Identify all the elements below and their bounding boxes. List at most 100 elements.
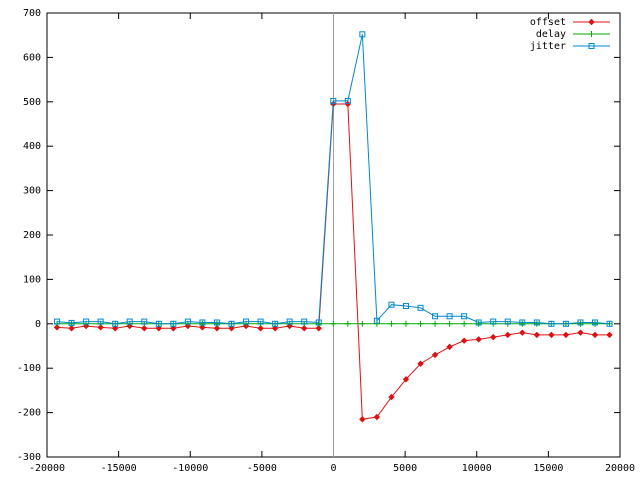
marker bbox=[83, 318, 90, 325]
y-tick-label: 700 bbox=[23, 8, 41, 19]
marker bbox=[112, 320, 119, 327]
marker bbox=[388, 393, 395, 401]
marker bbox=[54, 318, 61, 325]
marker bbox=[344, 320, 351, 327]
marker bbox=[490, 333, 497, 341]
marker bbox=[315, 319, 322, 326]
marker bbox=[126, 318, 133, 325]
marker bbox=[97, 324, 104, 331]
series-line bbox=[56, 34, 610, 325]
marker bbox=[243, 318, 250, 325]
y-tick-label: 100 bbox=[23, 274, 41, 285]
x-tick-label: -20000 bbox=[29, 463, 65, 474]
marker bbox=[519, 329, 526, 336]
marker bbox=[213, 319, 220, 326]
marker bbox=[490, 318, 497, 325]
marker bbox=[344, 100, 352, 108]
marker bbox=[588, 31, 595, 37]
marker bbox=[199, 324, 206, 331]
x-tick-label: -5000 bbox=[247, 463, 277, 474]
marker bbox=[533, 331, 541, 339]
marker bbox=[577, 319, 584, 326]
legend-label: offset bbox=[530, 17, 566, 28]
marker bbox=[475, 336, 482, 343]
marker bbox=[359, 31, 366, 38]
marker bbox=[184, 318, 191, 325]
marker bbox=[606, 320, 613, 327]
marker bbox=[431, 351, 439, 359]
y-tick-label: -300 bbox=[17, 452, 41, 463]
marker bbox=[213, 325, 221, 332]
marker bbox=[300, 325, 308, 332]
x-tick-label: 15000 bbox=[533, 463, 563, 474]
marker bbox=[592, 319, 599, 326]
marker bbox=[257, 318, 264, 325]
marker bbox=[548, 331, 555, 339]
marker bbox=[588, 18, 595, 26]
x-tick-label: 20000 bbox=[605, 463, 635, 474]
marker bbox=[373, 413, 381, 421]
x-tick-label: 0 bbox=[330, 463, 336, 474]
legend-label: delay bbox=[536, 29, 566, 40]
marker bbox=[446, 313, 453, 320]
marker bbox=[315, 325, 322, 332]
x-tick-label: 5000 bbox=[393, 463, 417, 474]
marker bbox=[359, 320, 366, 327]
marker bbox=[562, 331, 570, 339]
marker bbox=[388, 301, 395, 308]
x-tick-label: 10000 bbox=[462, 463, 492, 474]
marker bbox=[68, 325, 75, 332]
y-tick-label: 500 bbox=[23, 97, 41, 108]
marker bbox=[460, 337, 468, 344]
y-tick-label: 300 bbox=[23, 186, 41, 197]
marker bbox=[330, 320, 337, 327]
marker bbox=[68, 319, 75, 326]
marker bbox=[417, 320, 424, 327]
y-tick-label: 0 bbox=[35, 319, 41, 330]
marker bbox=[588, 43, 595, 49]
marker bbox=[548, 320, 555, 327]
marker bbox=[228, 320, 235, 327]
marker bbox=[170, 320, 177, 327]
marker bbox=[519, 319, 526, 326]
marker bbox=[330, 97, 337, 104]
y-tick-label: -100 bbox=[17, 363, 41, 374]
marker bbox=[606, 331, 613, 339]
marker bbox=[301, 318, 308, 325]
marker bbox=[432, 320, 439, 327]
marker bbox=[402, 320, 409, 327]
marker bbox=[446, 343, 453, 351]
marker bbox=[432, 313, 439, 320]
marker bbox=[533, 319, 540, 326]
marker bbox=[446, 320, 453, 327]
marker bbox=[199, 319, 206, 326]
marker bbox=[402, 303, 409, 310]
marker bbox=[562, 320, 569, 327]
marker bbox=[417, 304, 424, 311]
marker bbox=[155, 320, 162, 327]
marker bbox=[272, 320, 279, 327]
marker bbox=[402, 376, 410, 383]
marker bbox=[141, 325, 148, 332]
y-tick-label: 600 bbox=[23, 52, 41, 63]
marker bbox=[359, 416, 366, 423]
y-tick-label: 400 bbox=[23, 141, 41, 152]
marker bbox=[373, 317, 380, 324]
marker bbox=[577, 329, 584, 336]
marker bbox=[344, 97, 351, 104]
marker bbox=[591, 331, 599, 339]
marker bbox=[461, 313, 468, 320]
marker bbox=[461, 320, 468, 327]
marker bbox=[257, 325, 264, 332]
marker bbox=[141, 318, 148, 325]
marker bbox=[504, 331, 511, 339]
y-tick-label: 200 bbox=[23, 230, 41, 241]
marker bbox=[417, 360, 424, 367]
marker bbox=[53, 324, 61, 331]
marker bbox=[97, 318, 104, 325]
legend-label: jitter bbox=[530, 41, 566, 52]
marker bbox=[504, 318, 511, 325]
y-tick-label: -200 bbox=[17, 408, 41, 419]
marker bbox=[475, 319, 482, 326]
